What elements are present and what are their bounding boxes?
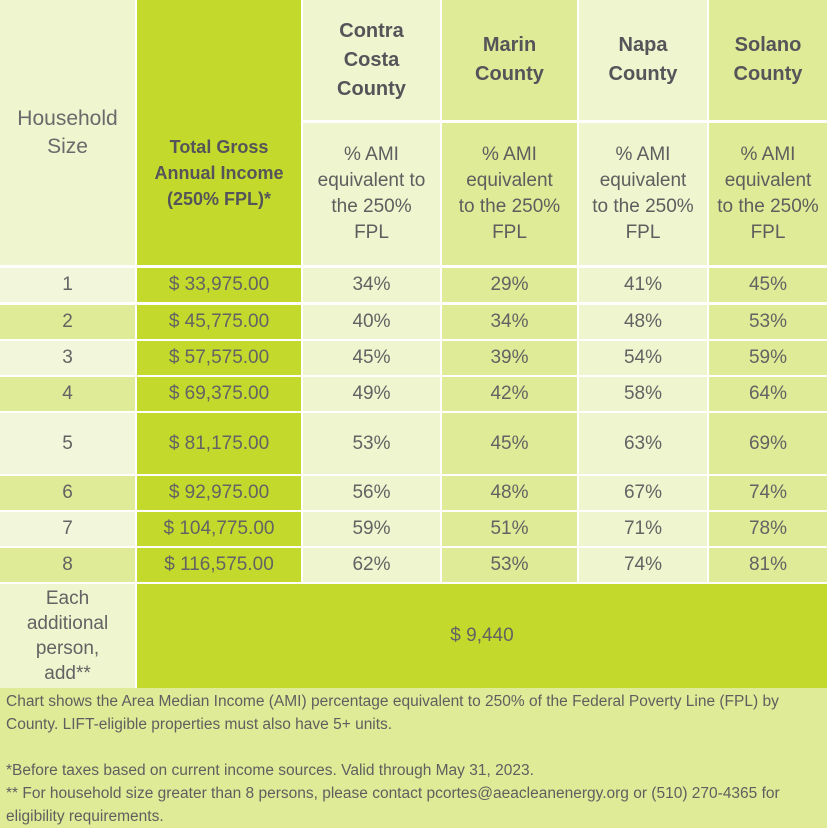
row-6-income: $ 92,975.00: [137, 476, 301, 510]
header-income: Total Gross Annual Income (250% FPL)*: [137, 0, 301, 265]
row-8-size: 8: [0, 548, 135, 582]
row-2-income: $ 45,775.00: [137, 305, 301, 339]
row-4-contra-costa: 49%: [303, 377, 440, 411]
row-2-size: 2: [0, 305, 135, 339]
row-3-income: $ 57,575.00: [137, 341, 301, 375]
footer-spacer: [6, 736, 821, 759]
row-6-size: 6: [0, 476, 135, 510]
row-2-napa: 48%: [579, 305, 707, 339]
row-1-napa: 41%: [579, 268, 707, 302]
header-county-napa: Napa County: [579, 0, 707, 120]
row-5-solano: 69%: [709, 413, 827, 474]
row-4-marin: 42%: [442, 377, 577, 411]
row-3-contra-costa: 45%: [303, 341, 440, 375]
row-2-marin: 34%: [442, 305, 577, 339]
additional-person-value: $ 9,440: [137, 584, 827, 688]
row-6-marin: 48%: [442, 476, 577, 510]
row-5-contra-costa: 53%: [303, 413, 440, 474]
row-7-income: $ 104,775.00: [137, 512, 301, 546]
row-7-size: 7: [0, 512, 135, 546]
header-county-contra-costa: Contra Costa County: [303, 0, 440, 120]
row-1-income: $ 33,975.00: [137, 268, 301, 302]
row-2-solano: 53%: [709, 305, 827, 339]
footer-description: Chart shows the Area Median Income (AMI)…: [6, 693, 779, 733]
additional-person-label: Each additional person, add**: [0, 584, 135, 688]
row-2-contra-costa: 40%: [303, 305, 440, 339]
row-5-napa: 63%: [579, 413, 707, 474]
footer-notes: Chart shows the Area Median Income (AMI)…: [6, 690, 821, 828]
row-1-solano: 45%: [709, 268, 827, 302]
subheader-ami-solano: % AMI equivalent to the 250% FPL: [709, 123, 827, 265]
income-eligibility-table: Household Size Total Gross Annual Income…: [0, 0, 827, 688]
subheader-ami-marin: % AMI equivalent to the 250% FPL: [442, 123, 577, 265]
row-4-size: 4: [0, 377, 135, 411]
row-3-size: 3: [0, 341, 135, 375]
row-8-contra-costa: 62%: [303, 548, 440, 582]
subheader-ami-contra-costa: % AMI equivalent to the 250% FPL: [303, 123, 440, 265]
row-1-contra-costa: 34%: [303, 268, 440, 302]
row-1-size: 1: [0, 268, 135, 302]
row-5-size: 5: [0, 413, 135, 474]
row-8-napa: 74%: [579, 548, 707, 582]
row-4-income: $ 69,375.00: [137, 377, 301, 411]
row-4-napa: 58%: [579, 377, 707, 411]
row-3-napa: 54%: [579, 341, 707, 375]
row-6-solano: 74%: [709, 476, 827, 510]
row-8-income: $ 116,575.00: [137, 548, 301, 582]
row-7-napa: 71%: [579, 512, 707, 546]
footer-note-contact: ** For household size greater than 8 per…: [6, 785, 780, 825]
row-6-contra-costa: 56%: [303, 476, 440, 510]
footer-note-before-taxes: *Before taxes based on current income so…: [6, 762, 534, 779]
row-8-marin: 53%: [442, 548, 577, 582]
row-5-income: $ 81,175.00: [137, 413, 301, 474]
row-5-marin: 45%: [442, 413, 577, 474]
header-county-solano: Solano County: [709, 0, 827, 120]
subheader-ami-napa: % AMI equivalent to the 250% FPL: [579, 123, 707, 265]
row-4-solano: 64%: [709, 377, 827, 411]
row-3-marin: 39%: [442, 341, 577, 375]
row-7-solano: 78%: [709, 512, 827, 546]
header-county-marin: Marin County: [442, 0, 577, 120]
row-7-contra-costa: 59%: [303, 512, 440, 546]
row-6-napa: 67%: [579, 476, 707, 510]
row-1-marin: 29%: [442, 268, 577, 302]
row-8-solano: 81%: [709, 548, 827, 582]
row-7-marin: 51%: [442, 512, 577, 546]
header-household-size: Household Size: [0, 0, 135, 265]
row-3-solano: 59%: [709, 341, 827, 375]
